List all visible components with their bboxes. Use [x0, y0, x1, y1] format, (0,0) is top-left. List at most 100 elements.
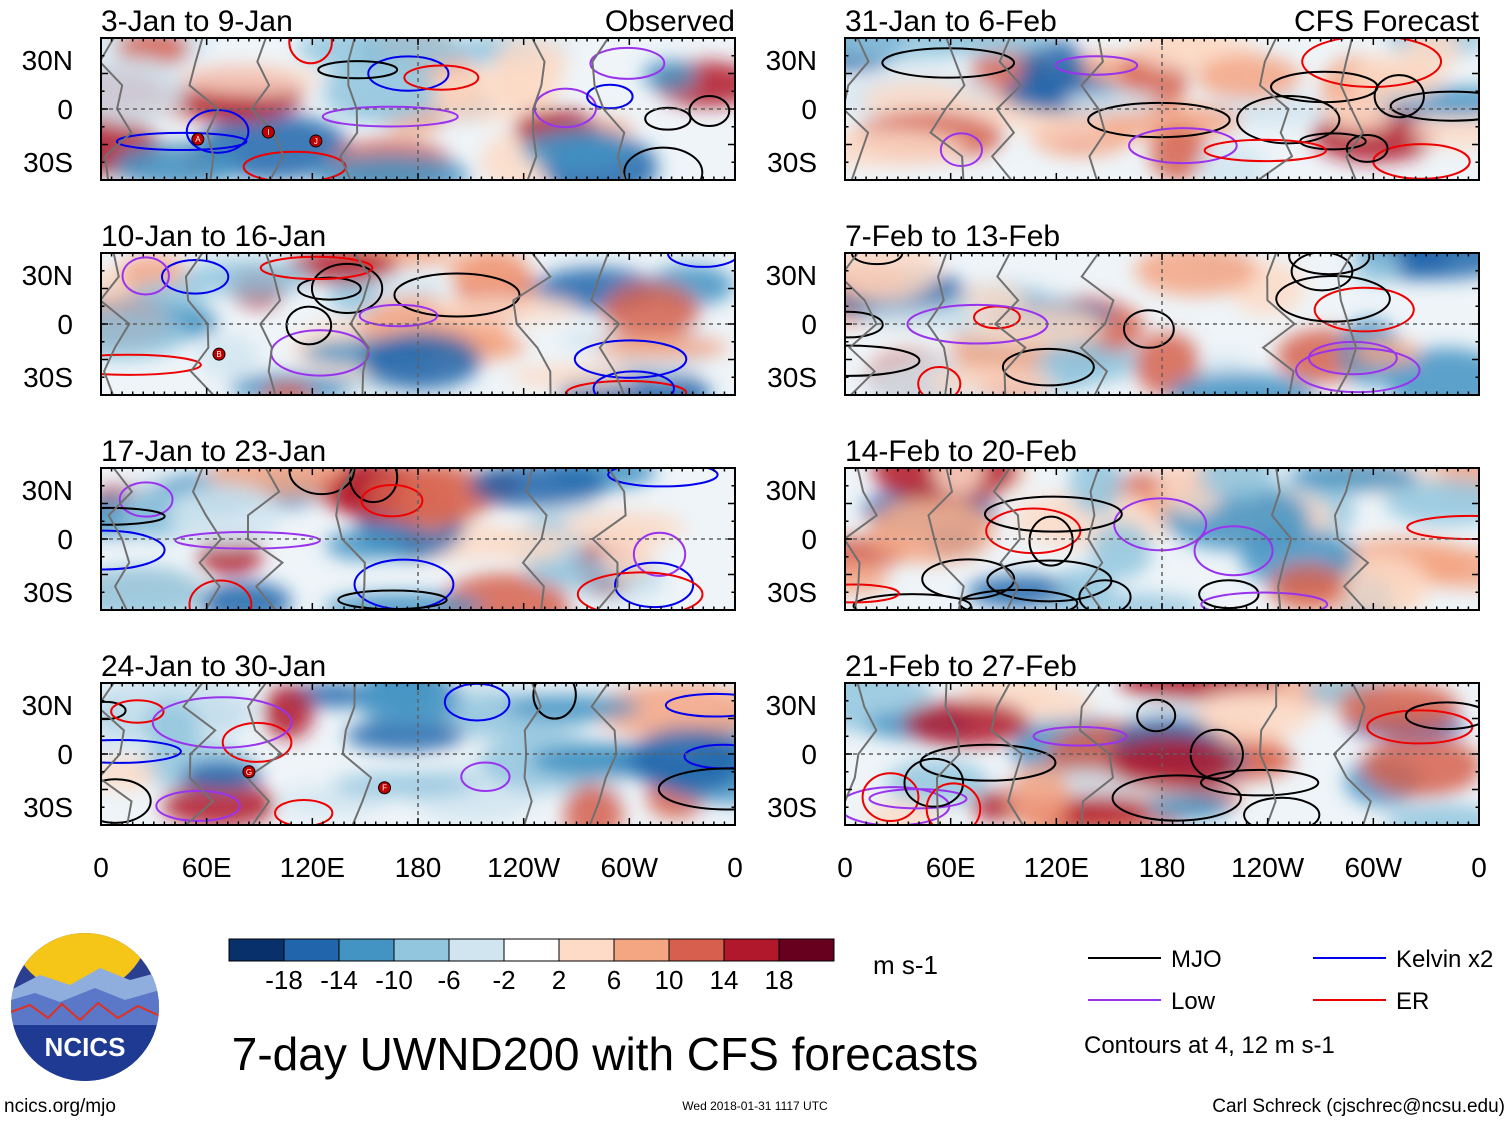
storm-marker: A: [191, 132, 205, 146]
lat-label: 30N: [766, 475, 817, 506]
contour-lines: [115, 38, 731, 180]
footer-credit: Carl Schreck (cjschrec@ncsu.edu): [1212, 1096, 1505, 1117]
wind-anomaly-field: [101, 38, 735, 180]
colorbar-swatch: [558, 938, 615, 962]
panel-title: 17-Jan to 23-Jan: [101, 435, 326, 468]
storm-marker: B: [212, 347, 226, 361]
lat-label: 30N: [766, 45, 817, 76]
contour-note: Contours at 4, 12 m s-1: [1084, 1032, 1335, 1059]
colorbar-tick-label: -18: [265, 965, 303, 995]
footer-timestamp: Wed 2018-01-31 1117 UTC: [682, 1099, 828, 1113]
lon-label: 60W: [601, 852, 659, 883]
contour-lines: [101, 683, 735, 825]
wind-anomaly-field: [101, 468, 735, 610]
map-panel: G F 30N 0 30S 24-Jan to 30-Jan 0 60E 120E 180 120W…: [22, 650, 743, 883]
lat-label: 30N: [22, 690, 73, 721]
forecast-label: CFS Forecast: [1294, 5, 1480, 38]
panel-title: 7-Feb to 13-Feb: [845, 220, 1060, 253]
legend-label: Kelvin x2: [1396, 946, 1493, 973]
lat-label: 30S: [767, 792, 817, 823]
lat-label: 0: [57, 94, 73, 125]
map-panel: 30N 0 30S 14-Feb to 20-Feb: [766, 435, 1480, 611]
map-panel: 30N 0 30S 7-Feb to 13-Feb: [766, 220, 1480, 396]
tick-marks: [844, 37, 1480, 181]
lat-label: 0: [801, 94, 817, 125]
lat-label: 30N: [22, 45, 73, 76]
lon-label: 120W: [487, 852, 561, 883]
lat-label: 30S: [767, 147, 817, 178]
panel-title: 14-Feb to 20-Feb: [845, 435, 1077, 468]
tick-marks: [100, 682, 736, 826]
lon-label: 0: [727, 852, 743, 883]
colorbar-swatch: [338, 938, 395, 962]
storm-marker: I: [261, 125, 275, 139]
colorbar: -18 -14 -10 -6 -2 2 6 10 14 18: [228, 938, 835, 995]
logo-text: NCICS: [45, 1032, 126, 1062]
footer-url: ncics.org/mjo: [4, 1096, 116, 1117]
wind-anomaly-field: [845, 38, 1479, 180]
panel-title: 24-Jan to 30-Jan: [101, 650, 326, 683]
lat-label: 30S: [23, 147, 73, 178]
lat-label: 0: [801, 309, 817, 340]
lon-label: 180: [1139, 852, 1186, 883]
panel-title: 10-Jan to 16-Jan: [101, 220, 326, 253]
storm-label: B: [216, 350, 221, 359]
colorbar-swatch: [448, 938, 505, 962]
wind-anomaly-field: [101, 253, 735, 395]
colorbar-tick-label: 6: [607, 965, 621, 995]
storm-label: J: [314, 137, 318, 146]
lat-label: 30S: [23, 792, 73, 823]
observed-label: Observed: [605, 5, 735, 38]
tick-marks: [844, 252, 1480, 396]
tick-marks: [100, 37, 736, 181]
lon-label: 0: [93, 852, 109, 883]
lat-label: 30N: [766, 260, 817, 291]
legend-label: ER: [1396, 988, 1429, 1015]
panel-title: 21-Feb to 27-Feb: [845, 650, 1077, 683]
wind-anomaly-field: [845, 253, 1479, 395]
colorbar-tick-label: 10: [655, 965, 684, 995]
lon-label: 120W: [1231, 852, 1305, 883]
lon-label: 0: [1471, 852, 1487, 883]
wind-anomaly-field: [101, 683, 735, 825]
lon-label: 60W: [1345, 852, 1403, 883]
lat-label: 0: [57, 309, 73, 340]
tick-marks: [844, 467, 1480, 611]
lat-label: 30S: [767, 362, 817, 393]
colorbar-swatch: [723, 938, 780, 962]
map-panel: A I J 30N 0 30S 3-Jan to 9-Jan Observed: [22, 5, 736, 181]
storm-label: A: [195, 135, 201, 144]
lat-label: 30S: [23, 362, 73, 393]
lon-label: 120E: [1024, 852, 1089, 883]
storm-marker: F: [378, 781, 392, 795]
colorbar-swatch: [283, 938, 340, 962]
colorbar-swatch: [393, 938, 450, 962]
lon-label: 0: [837, 852, 853, 883]
colorbar-swatch: [228, 938, 285, 962]
map-panel: 30N 0 30S 21-Feb to 27-Feb 0 60E 120E 180 120W 60…: [766, 650, 1487, 883]
map-panel: B 30N 0 30S 10-Jan to 16-Jan: [22, 220, 736, 396]
panel-title: 3-Jan to 9-Jan: [101, 5, 293, 38]
coastlines: [101, 38, 626, 180]
colorbar-tick-label: -6: [437, 965, 460, 995]
lat-label: 0: [57, 739, 73, 770]
lat-label: 30S: [767, 577, 817, 608]
colorbar-tick-label: 18: [765, 965, 794, 995]
storm-label: G: [246, 768, 252, 777]
legend-label: MJO: [1171, 946, 1222, 973]
lat-label: 30N: [766, 690, 817, 721]
contour-legend: MJO Kelvin x2 Low ER: [1088, 946, 1493, 1015]
storm-marker: G: [242, 765, 256, 779]
ncics-logo: NCICS: [11, 933, 159, 1081]
colorbar-tick-label: -2: [492, 965, 515, 995]
contour-lines: [845, 495, 1479, 610]
colorbar-tick-label: -10: [375, 965, 413, 995]
contour-lines: [881, 38, 1479, 180]
storm-marker: J: [309, 134, 323, 148]
tick-marks: [844, 682, 1480, 826]
legend-label: Low: [1171, 988, 1216, 1015]
lat-label: 0: [57, 524, 73, 555]
wind-anomaly-field: [845, 468, 1479, 610]
contour-lines: [845, 698, 1479, 825]
